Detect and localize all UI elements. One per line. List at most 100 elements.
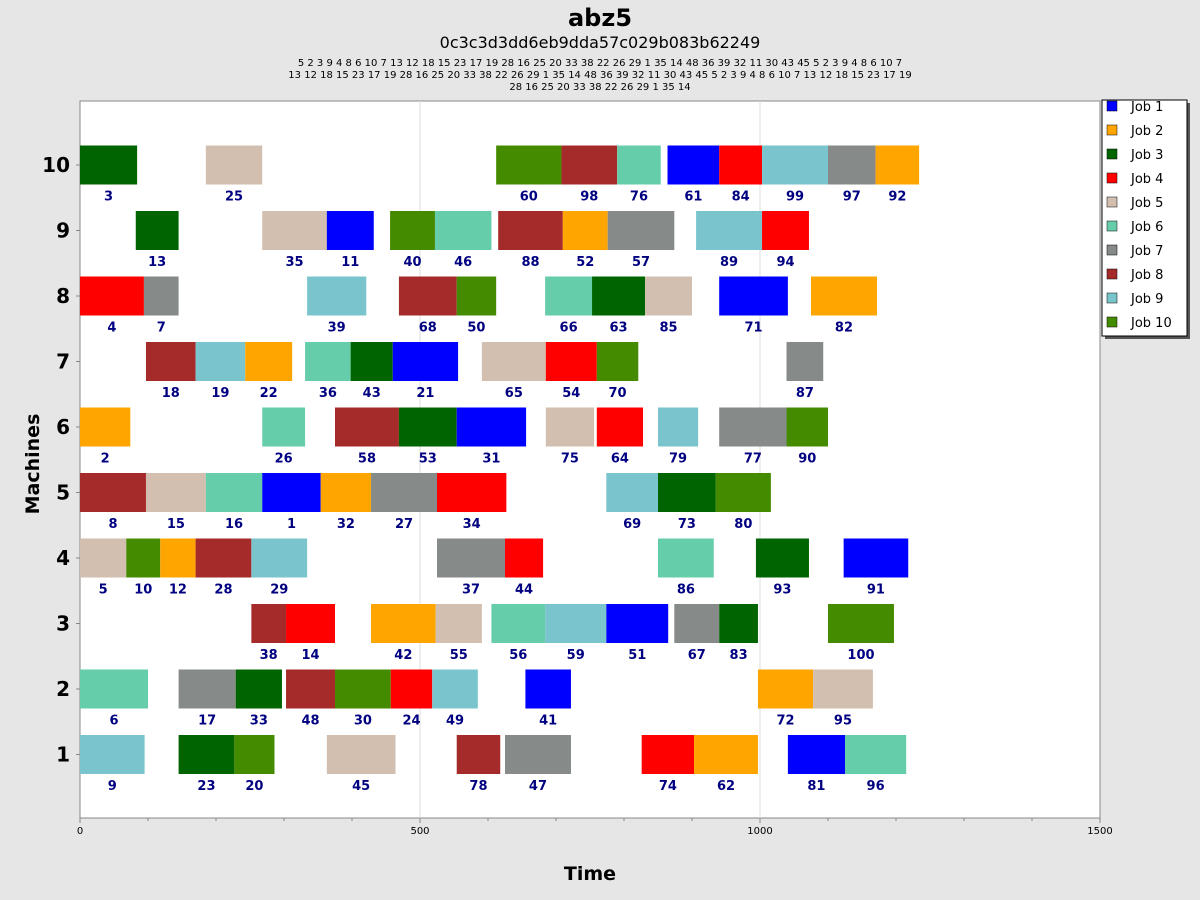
operation-bar [398,407,457,447]
legend-label: Job 10 [1130,316,1172,331]
operation-bar [498,211,563,250]
operation-bar [245,342,293,381]
operation-bar [320,473,372,512]
operation-label: 12 [169,583,187,598]
operation-bar [525,669,571,709]
operation-bar [786,407,828,447]
operation-bar [178,735,235,774]
operation-label: 29 [270,583,288,598]
operation-label: 38 [260,648,278,663]
operation-bar [80,669,148,709]
operation-label: 62 [717,779,735,794]
operation-bar [126,538,161,578]
operation-label: 10 [134,583,152,598]
operation-bar [786,342,824,381]
operation-bar [435,604,482,643]
legend-swatch [1106,292,1118,304]
operation-bar [335,407,399,447]
y-tick-label: 7 [56,350,70,374]
operation-bar [437,473,507,512]
legend-label: Job 8 [1130,268,1163,283]
operation-label: 90 [798,452,816,467]
operation-bar [145,473,206,512]
operation-label: 33 [250,714,268,729]
operation-bar [392,342,459,381]
operation-bar [596,407,644,447]
operation-label: 98 [580,190,598,205]
operation-label: 17 [198,714,216,729]
operation-label: 78 [469,779,487,794]
operation-label: 88 [521,255,539,270]
operation-bar [561,145,618,185]
operation-bar [813,669,873,709]
legend-label: Job 4 [1130,172,1163,187]
x-tick-label: 500 [410,826,429,837]
operation-label: 63 [610,321,628,336]
operation-label: 42 [394,648,412,663]
operation-bar [437,538,505,578]
operation-label: 95 [834,714,852,729]
operation-bar [205,145,263,185]
operation-label: 73 [678,517,696,532]
operation-bar [617,145,661,185]
operation-bar [828,604,894,643]
y-axis-title: Machines [22,414,44,515]
operation-bar [143,276,179,316]
operation-label: 61 [684,190,702,205]
y-tick-label: 2 [56,677,70,701]
operation-bar [205,473,263,512]
plot-area [79,100,1101,819]
operation-bar [80,145,138,185]
operation-label: 72 [776,714,794,729]
operation-label: 92 [888,190,906,205]
operation-label: 59 [567,648,585,663]
operation-bar [719,604,758,643]
operation-label: 44 [515,583,533,598]
operation-label: 22 [260,386,278,401]
operation-bar [843,538,909,578]
chart-subtitle: 0c3c3d3dd6eb9dda57c029b083b62249 [440,33,761,52]
operation-bar [658,473,716,512]
operation-bar [496,145,562,185]
operation-bar [80,276,144,316]
operation-bar [592,276,646,316]
operation-bar [562,211,608,250]
operation-bar [757,669,814,709]
operation-label: 25 [225,190,243,205]
operation-bar [434,211,492,250]
operation-label: 16 [225,517,243,532]
operation-label: 24 [402,714,420,729]
operation-bar [719,276,788,316]
operation-label: 55 [450,648,468,663]
operation-label: 7 [157,321,166,336]
operation-label: 49 [446,714,464,729]
legend-label: Job 2 [1130,124,1163,139]
operation-bar [545,407,595,447]
operation-label: 28 [214,583,232,598]
operation-label: 81 [807,779,825,794]
operation-label: 57 [632,255,650,270]
operation-bar [390,211,435,250]
y-tick-label: 4 [56,546,70,570]
operation-label: 46 [454,255,472,270]
operation-bar [286,604,335,643]
sequence-row: 5 2 3 9 4 8 6 10 7 13 12 18 15 23 17 19 … [298,58,902,69]
operation-label: 40 [403,255,421,270]
operation-label: 51 [628,648,646,663]
y-tick-label: 1 [56,743,70,767]
operation-label: 37 [462,583,480,598]
operation-label: 79 [669,452,687,467]
operation-label: 4 [107,321,116,336]
operation-label: 69 [623,517,641,532]
legend: Job 1 Job 2 Job 3 Job 4 Job 5 Job 6 Job 7 Job 8… [1101,99,1190,339]
operation-label: 9 [108,779,117,794]
operation-label: 65 [505,386,523,401]
operation-bar [606,604,669,643]
operation-bar [545,276,593,316]
operation-label: 36 [319,386,337,401]
operation-label: 97 [843,190,861,205]
operation-label: 58 [358,452,376,467]
operation-bar [491,604,546,643]
